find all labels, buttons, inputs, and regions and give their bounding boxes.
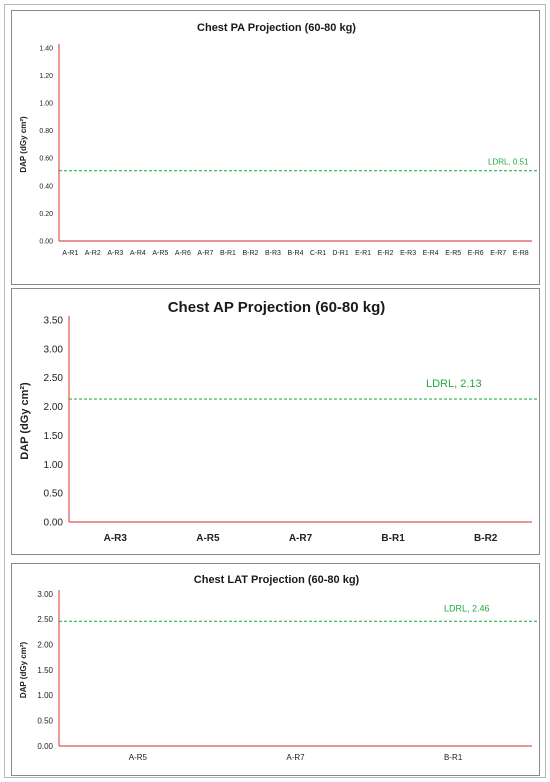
y-tick-label: 0.40 xyxy=(39,183,53,190)
x-tick-label: A-R5 xyxy=(196,533,220,544)
x-tick-label: A-R1 xyxy=(62,250,78,257)
x-tick-label: D-R1 xyxy=(332,250,348,257)
x-tick-label: A-R2 xyxy=(85,250,101,257)
y-tick-label: 0.50 xyxy=(44,489,64,500)
y-tick-label: 0.50 xyxy=(37,716,53,725)
x-tick-label: E-R2 xyxy=(378,250,394,257)
y-tick-label: 0.00 xyxy=(37,742,53,751)
chart-title: Chest AP Projection (60-80 kg) xyxy=(168,299,386,316)
chart-ap: Chest AP Projection (60-80 kg) DAP (dGy c… xyxy=(19,299,538,544)
y-axis-label: DAP (dGy cm²) xyxy=(19,382,31,460)
x-tick-label: A-R5 xyxy=(152,250,168,257)
y-tick-label: 1.00 xyxy=(37,691,53,700)
x-tick-label: A-R5 xyxy=(129,753,148,762)
x-tick-label: E-R6 xyxy=(468,250,484,257)
chart-panel-lat: Chest LAT Projection (60-80 kg) DAP (dGy … xyxy=(11,563,540,776)
y-tick-label: 0.00 xyxy=(39,238,53,245)
y-tick-label: 0.80 xyxy=(39,128,53,135)
chart-title: Chest PA Projection (60-80 kg) xyxy=(197,22,356,34)
x-tick-label: E-R7 xyxy=(490,250,506,257)
y-tick-label: 2.00 xyxy=(44,402,64,413)
y-tick-label: 2.00 xyxy=(37,640,53,649)
x-tick-label: B-R1 xyxy=(444,753,463,762)
y-tick-label: 3.00 xyxy=(44,344,64,355)
x-tick-label: A-R6 xyxy=(175,250,191,257)
chart-panel-ap: Chest AP Projection (60-80 kg) DAP (dGy c… xyxy=(11,288,540,555)
x-tick-label: C-R1 xyxy=(310,250,326,257)
y-axis-label: DAP (dGy cm²) xyxy=(19,642,28,699)
x-tick-label: A-R7 xyxy=(286,753,305,762)
y-tick-label: 0.00 xyxy=(44,518,64,529)
x-tick-label: A-R4 xyxy=(130,250,146,257)
y-tick-label: 1.40 xyxy=(39,45,53,52)
chart-title: Chest LAT Projection (60-80 kg) xyxy=(194,574,360,586)
x-tick-label: E-R1 xyxy=(355,250,371,257)
y-axis-label: DAP (dGy cm²) xyxy=(19,116,28,173)
chart-panel-pa: Chest PA Projection (60-80 kg) DAP (dGy c… xyxy=(11,10,540,285)
x-tick-label: B-R2 xyxy=(242,250,258,257)
y-tick-label: 2.50 xyxy=(37,615,53,624)
chart-pa: Chest PA Projection (60-80 kg) DAP (dGy c… xyxy=(19,22,538,257)
y-tick-label: 3.50 xyxy=(44,316,64,327)
y-tick-label: 1.50 xyxy=(37,666,53,675)
x-tick-label: B-R4 xyxy=(288,250,304,257)
x-tick-label: A-R7 xyxy=(197,250,213,257)
x-tick-label: E-R3 xyxy=(400,250,416,257)
x-tick-label: E-R5 xyxy=(445,250,461,257)
x-tick-label: E-R4 xyxy=(423,250,439,257)
y-tick-label: 2.50 xyxy=(44,373,64,384)
y-tick-label: 1.00 xyxy=(44,460,64,471)
y-tick-label: 3.00 xyxy=(37,590,53,599)
y-tick-label: 1.50 xyxy=(44,431,64,442)
ldrl-label: LDRL, 2.46 xyxy=(444,603,490,613)
x-tick-label: B-R1 xyxy=(381,533,405,544)
x-tick-label: A-R7 xyxy=(289,533,313,544)
x-tick-label: A-R3 xyxy=(104,533,128,544)
chart-lat: Chest LAT Projection (60-80 kg) DAP (dGy … xyxy=(19,574,538,762)
ldrl-label: LDRL, 0.51 xyxy=(488,158,529,167)
ldrl-label: LDRL, 2.13 xyxy=(426,378,482,390)
x-tick-label: E-R8 xyxy=(513,250,529,257)
y-tick-label: 0.60 xyxy=(39,156,53,163)
x-tick-label: B-R1 xyxy=(220,250,236,257)
y-tick-label: 0.20 xyxy=(39,211,53,218)
y-tick-label: 1.20 xyxy=(39,73,53,80)
x-tick-label: B-R2 xyxy=(474,533,498,544)
y-tick-label: 1.00 xyxy=(39,101,53,108)
x-tick-label: A-R3 xyxy=(107,250,123,257)
x-tick-label: B-R3 xyxy=(265,250,281,257)
